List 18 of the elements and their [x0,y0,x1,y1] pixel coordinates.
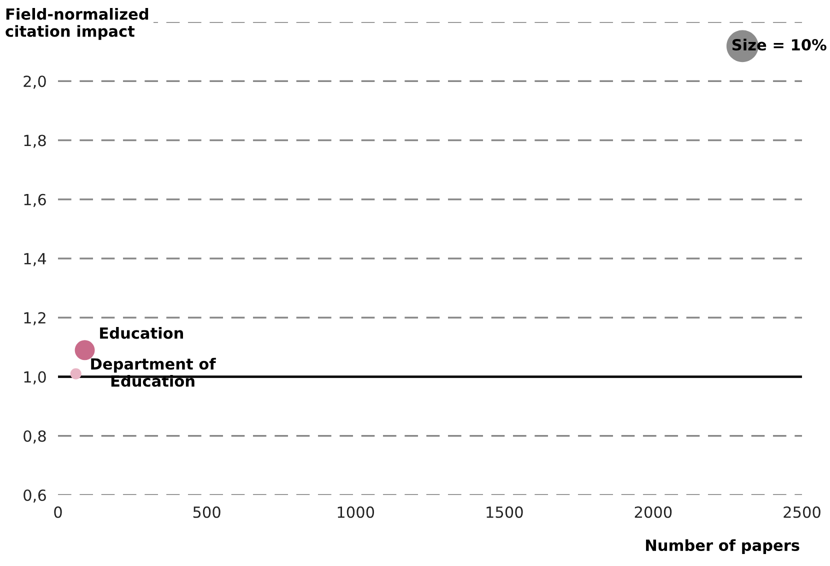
x-axis-title: Number of papers [646,539,800,554]
x-tick-label: 1000 [338,506,374,518]
x-tick-label: 2000 [634,506,672,518]
y-tick-label: 1,8 [24,134,46,148]
series-label: Department of Education [91,358,216,387]
x-tick-label: 1500 [486,506,523,518]
y-axis-title: Field-normalized citation impact [6,8,148,40]
y-tick-label: 1,4 [24,253,46,266]
series-label: Education [100,327,184,339]
y-tick-label: 1,6 [24,194,46,207]
y-tick-label: 1,0 [24,371,46,384]
x-tick-label: 500 [193,506,220,518]
y-tick-label: 2,0 [24,76,46,89]
y-tick-label: 0,6 [24,489,46,503]
x-tick-label: 2500 [784,506,820,518]
y-tick-label: 0,8 [24,430,46,444]
x-tick-label: 0 [54,506,62,518]
y-tick-label: 1,2 [24,312,46,326]
